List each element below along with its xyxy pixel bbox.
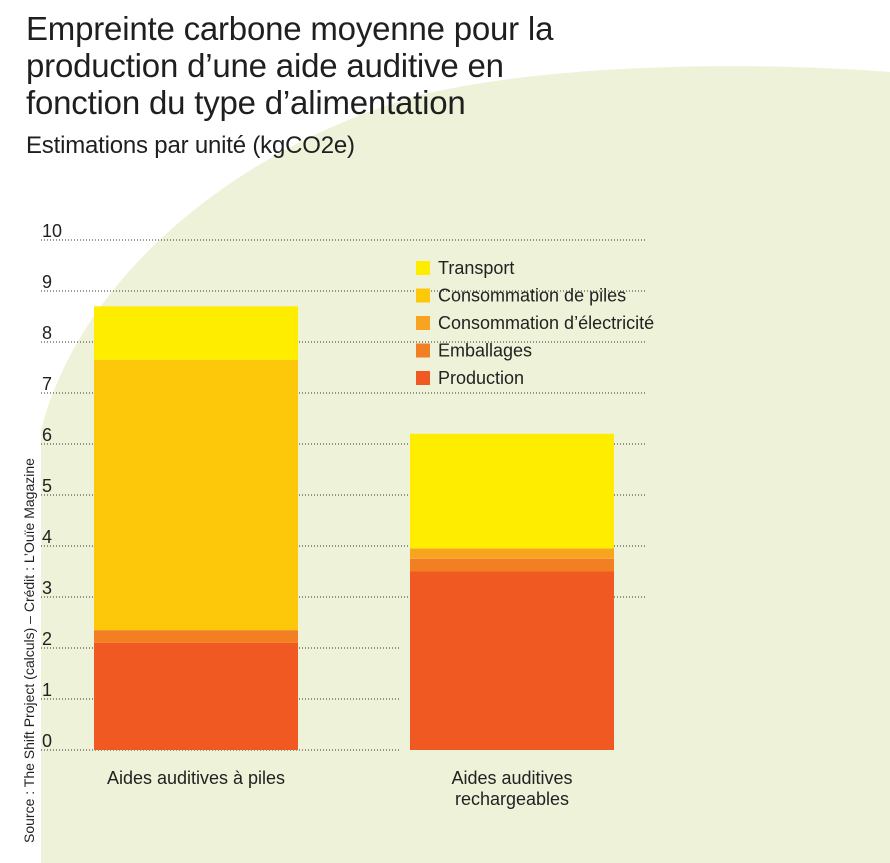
- source-credit: Source : The Shift Project (calculs) – C…: [21, 458, 37, 843]
- y-tick-label: 10: [42, 221, 62, 241]
- y-tick-label: 7: [42, 374, 52, 394]
- bar-segment: [410, 433, 614, 549]
- bar-segment: [410, 558, 614, 572]
- bar-segment: [410, 548, 614, 559]
- y-tick-label: 6: [42, 425, 52, 445]
- chart-subtitle: Estimations par unité (kgCO2e): [26, 132, 355, 159]
- bar-segment: [410, 571, 614, 750]
- legend-swatch: [416, 343, 430, 358]
- y-tick-label: 0: [42, 731, 52, 751]
- legend-label: Transport: [438, 258, 514, 278]
- legend-swatch: [416, 371, 430, 385]
- y-tick-label: 2: [42, 629, 52, 649]
- y-tick-label: 3: [42, 578, 52, 598]
- x-tick-label: Aides auditives à piles: [107, 768, 285, 788]
- legend-label: Consommation de piles: [438, 286, 626, 306]
- y-tick-label: 4: [42, 527, 52, 547]
- x-tick-label: Aides auditives: [451, 768, 572, 788]
- title-block: Empreinte carbone moyenne pour la produc…: [26, 10, 586, 160]
- chart-title: Empreinte carbone moyenne pour la produc…: [26, 10, 554, 121]
- bar-segment: [94, 642, 298, 750]
- legend-label: Emballages: [438, 341, 532, 361]
- legend-swatch: [416, 316, 430, 330]
- bar-segment: [94, 306, 298, 360]
- y-tick-label: 9: [42, 272, 52, 292]
- y-tick-label: 1: [42, 680, 52, 700]
- legend-label: Consommation d’électricité: [438, 313, 654, 333]
- bar-segment: [94, 359, 298, 631]
- legend-swatch: [416, 261, 430, 275]
- legend-swatch: [416, 288, 430, 303]
- y-tick-label: 5: [42, 476, 52, 496]
- x-tick-label-line2: rechargeables: [455, 789, 569, 809]
- bar-segment: [94, 630, 298, 643]
- y-tick-label: 8: [42, 323, 52, 343]
- legend-label: Production: [438, 368, 524, 388]
